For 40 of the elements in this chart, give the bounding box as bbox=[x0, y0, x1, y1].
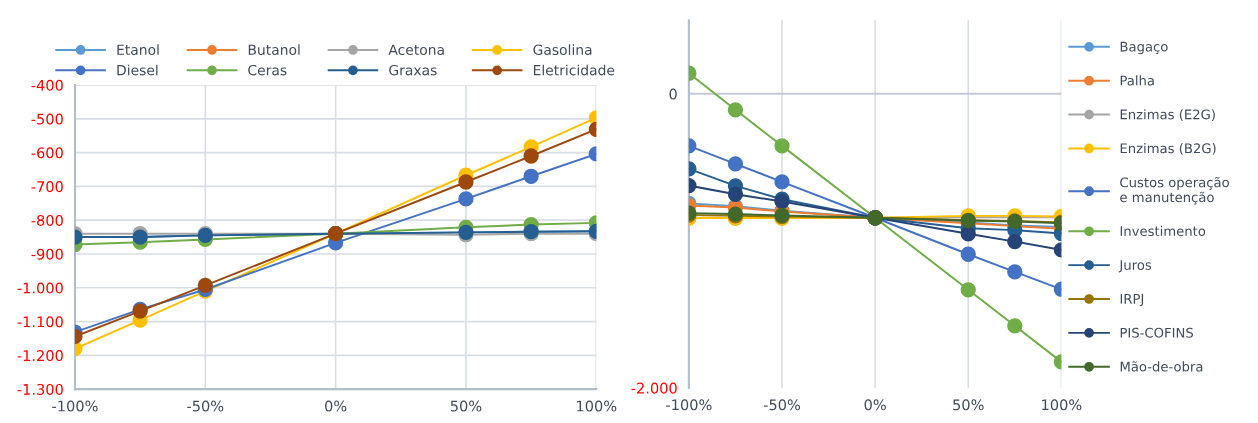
legend-label: PIS-COFINS bbox=[1120, 327, 1193, 338]
y-tick-label: 0 bbox=[669, 88, 677, 100]
y-tick-label: -600 bbox=[31, 147, 63, 159]
legend-label: Enzimas (E2G) bbox=[1120, 109, 1215, 121]
y-tick-label: -1.300 bbox=[17, 383, 63, 395]
legend-label: Ceras bbox=[248, 64, 287, 76]
legend-label: Investimento bbox=[1120, 225, 1206, 237]
legend-label: Acetona bbox=[388, 44, 444, 55]
legend-label: Juros bbox=[1118, 260, 1152, 273]
y-tick-label: -2.000 bbox=[631, 382, 677, 394]
legend-label: Gasolina bbox=[533, 44, 592, 55]
legend-label: Enzimas (B2G) bbox=[1120, 143, 1216, 155]
legend-label: Mão-de-obra bbox=[1120, 361, 1203, 372]
x-tick-label: -100% bbox=[52, 400, 98, 412]
legend-label: IRPJ bbox=[1120, 294, 1144, 307]
legend-label: Diesel bbox=[117, 64, 158, 76]
y-tick-label: -400 bbox=[31, 79, 63, 91]
y-tick-label: -1.000 bbox=[17, 282, 63, 294]
y-tick-label: -500 bbox=[31, 113, 63, 125]
x-tick-label: -50% bbox=[763, 399, 801, 411]
y-tick-label: -900 bbox=[31, 248, 63, 260]
legend-label: Graxas bbox=[389, 64, 437, 76]
y-tick-label: -800 bbox=[31, 214, 63, 226]
x-tick-label: 0% bbox=[325, 400, 347, 412]
legend-label: Butanol bbox=[248, 44, 300, 55]
x-tick-label: 50% bbox=[450, 400, 482, 412]
legend-label: Etanol bbox=[117, 44, 159, 55]
y-tick-label: -1.100 bbox=[17, 316, 63, 328]
x-tick-label: 100% bbox=[577, 400, 617, 412]
legend-label: Eletricidade bbox=[533, 64, 615, 76]
x-tick-label: 100% bbox=[1042, 399, 1082, 411]
x-tick-label: 0% bbox=[864, 399, 886, 411]
legend-label: Palha bbox=[1120, 75, 1154, 86]
legend-label: Bagaço bbox=[1120, 41, 1168, 55]
x-tick-label: 50% bbox=[953, 399, 984, 411]
y-tick-label: -700 bbox=[31, 181, 63, 193]
x-tick-label: -50% bbox=[187, 400, 224, 412]
legend-label: Custos operação e manutenção bbox=[1120, 176, 1229, 205]
y-tick-label: -1.200 bbox=[17, 350, 63, 362]
x-tick-label: -100% bbox=[666, 399, 712, 411]
